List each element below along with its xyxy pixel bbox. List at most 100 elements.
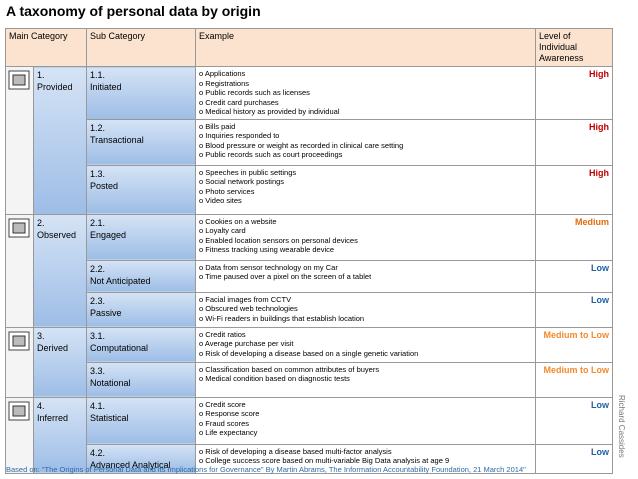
- awareness-level: High: [535, 66, 613, 120]
- awareness-level: Medium to Low: [535, 361, 613, 398]
- sub-number: 1.1.: [90, 70, 106, 80]
- icon: [8, 401, 30, 420]
- sub-number: 2.2.: [90, 263, 106, 274]
- main-category: 1. Provided: [33, 66, 87, 215]
- example-item: o Public records such as court proceedin…: [199, 150, 343, 159]
- side-note: Richard Cassides: [617, 395, 626, 458]
- sub-category: 4.1. Statistical: [86, 396, 196, 445]
- header-cell: Main Category: [5, 28, 87, 67]
- example-item: o Classification based on common attribu…: [199, 364, 380, 374]
- sub-name: Engaged: [90, 229, 127, 240]
- sub-category: 3.3. Notational: [86, 361, 196, 398]
- table-row: 2.2. Not Anticipated o Data from sensor te…: [6, 259, 613, 293]
- sub-category: 1.2. Transactional: [86, 118, 196, 166]
- sub-number: 1.2.: [90, 122, 106, 133]
- table-row: 3.3. Notational o Classification based on …: [6, 361, 613, 398]
- header-cell: Example: [195, 28, 536, 67]
- example-item: o Social network postings: [199, 177, 285, 186]
- main-category: 4. Inferred: [33, 396, 87, 474]
- main-number: 3.: [37, 330, 45, 341]
- examples: o Speeches in public settings o Social ne…: [195, 164, 536, 215]
- awareness-level: Medium: [535, 213, 613, 261]
- sub-number: 2.3.: [90, 295, 106, 306]
- main-number: 4.: [37, 400, 45, 411]
- sub-name: Posted: [90, 180, 119, 191]
- example-item: o Fitness tracking using wearable device: [199, 245, 335, 254]
- main-name: Observed: [37, 229, 77, 240]
- icon: [8, 70, 30, 90]
- main-name: Inferred: [37, 412, 69, 423]
- example-item: o College success score based on multi-v…: [199, 456, 450, 465]
- examples: o Facial images from CCTV o Obscured web …: [195, 291, 536, 328]
- icon-cell: [5, 66, 34, 215]
- table-row: 1. Provided 1.1. Initiated o Applications o R…: [5, 66, 613, 215]
- example-item: o Data from sensor technology on my Car: [199, 262, 338, 272]
- sub-category: 2.2. Not Anticipated: [86, 259, 196, 293]
- example-item: o Video sites: [199, 196, 242, 205]
- sub-number: 3.1.: [90, 330, 106, 341]
- awareness-level: Medium to Low: [535, 326, 613, 363]
- sub-number: 4.1.: [90, 400, 106, 411]
- sub-number: 3.3.: [90, 365, 106, 376]
- sub-name: Not Anticipated: [90, 275, 151, 286]
- example-item: o Enabled location sensors on personal d…: [199, 235, 358, 245]
- taxonomy-table: Main Category Sub Category Example Level of…: [5, 28, 613, 474]
- icon-cell: [5, 396, 34, 474]
- main-name: Provided: [37, 82, 73, 92]
- table-row: 3. Derived 3.1. Computational o Credit ratio…: [5, 326, 613, 398]
- examples: o Classification based on common attribu…: [195, 361, 536, 398]
- awareness-level: Low: [535, 259, 613, 293]
- sub-name: Passive: [90, 307, 122, 318]
- main-category: 3. Derived: [33, 326, 87, 398]
- header-row: Main Category Sub Category Example Level of…: [5, 28, 613, 67]
- sub-name: Advanced Analytical: [90, 459, 171, 470]
- example-item: o Credit ratios: [199, 329, 246, 339]
- main-number: 1.: [37, 70, 45, 80]
- examples: o Data from sensor technology on my Car o…: [195, 259, 536, 293]
- header-cell: Sub Category: [86, 28, 196, 67]
- table-row: 4. Inferred 4.1. Statistical o Credit score o…: [5, 396, 613, 474]
- title: A taxonomy of personal data by origin: [6, 3, 261, 19]
- example-item: o Blood pressure or weight as recorded i…: [199, 140, 404, 150]
- sub-name: Statistical: [90, 412, 129, 423]
- sub-category: 4.2. Advanced Analytical: [86, 443, 196, 474]
- main-category: 2. Observed: [33, 213, 87, 328]
- awareness-level: Low: [535, 291, 613, 328]
- sub-number: 4.2.: [90, 447, 106, 458]
- header-cell: Level of Individual Awareness: [535, 28, 613, 67]
- awareness-level: Low: [535, 443, 613, 474]
- examples: o Risk of developing a disease based mul…: [195, 443, 536, 474]
- example-item: o Life expectancy: [199, 428, 258, 437]
- example-item: o Bills paid: [199, 121, 236, 131]
- example-item: o Medical history as provided by individ…: [199, 107, 340, 116]
- example-item: o Facial images from CCTV: [199, 294, 292, 304]
- examples: o Cookies on a website o Loyalty card o En…: [195, 213, 536, 261]
- icon: [8, 218, 30, 237]
- sub-name: Computational: [90, 342, 149, 353]
- example-item: o Time paused over a pixel on the screen…: [199, 272, 372, 281]
- example-item: o Credit card purchases: [199, 97, 279, 107]
- table-row: 1.2. Transactional o Bills paid o Inquiries…: [6, 118, 613, 166]
- example-item: o Response score: [199, 409, 260, 418]
- sub-category: 2.3. Passive: [86, 291, 196, 328]
- example-item: o Applications: [199, 69, 246, 78]
- sub-category: 3.1. Computational: [86, 326, 196, 363]
- table-row: 1.3. Posted o Speeches in public settings o…: [6, 164, 613, 215]
- examples: o Credit ratios o Average purchase per vi…: [195, 326, 536, 363]
- icon-cell: [5, 213, 34, 328]
- examples: o Applications o Registrations o Public re…: [195, 66, 536, 120]
- sub-number: 2.1.: [90, 217, 106, 228]
- examples: o Bills paid o Inquiries responded to o Bl…: [195, 118, 536, 166]
- main-number: 2.: [37, 217, 45, 228]
- example-item: o Risk of developing a disease based on …: [199, 348, 419, 358]
- example-item: o Wi-Fi readers in buildings that establ…: [199, 313, 365, 323]
- example-item: o Photo services: [199, 186, 255, 196]
- awareness-level: High: [535, 164, 613, 215]
- example-item: o Medical condition based on diagnostic …: [199, 374, 350, 383]
- footer: Based on: "The Origins of Personal Data …: [6, 465, 526, 474]
- example-item: o Risk of developing a disease based mul…: [199, 446, 392, 456]
- table-row: 2. Observed 2.1. Engaged o Cookies on a webs…: [5, 213, 613, 328]
- sub-name: Notational: [90, 377, 131, 388]
- icon: [8, 331, 30, 350]
